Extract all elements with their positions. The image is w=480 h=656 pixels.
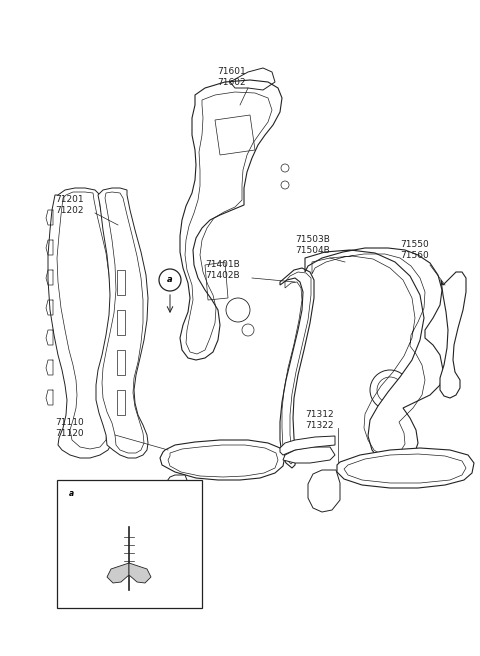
Polygon shape <box>440 272 466 398</box>
Circle shape <box>121 525 137 541</box>
Polygon shape <box>280 268 314 468</box>
Text: a: a <box>167 276 173 285</box>
Text: 71601
71602: 71601 71602 <box>217 68 246 87</box>
Polygon shape <box>57 192 111 449</box>
Circle shape <box>159 269 181 291</box>
Polygon shape <box>283 447 335 463</box>
Text: a: a <box>69 489 73 499</box>
Polygon shape <box>107 563 129 583</box>
Polygon shape <box>129 563 151 583</box>
Text: 71550
71560: 71550 71560 <box>400 240 429 260</box>
Circle shape <box>62 485 80 503</box>
Text: 71110
71120: 71110 71120 <box>55 419 84 438</box>
Polygon shape <box>96 188 148 458</box>
Polygon shape <box>165 475 190 505</box>
Polygon shape <box>180 80 282 360</box>
Text: 71503B
71504B: 71503B 71504B <box>295 236 330 255</box>
Polygon shape <box>48 188 119 458</box>
Text: 71201
71202: 71201 71202 <box>55 195 84 215</box>
Text: 71312
71322: 71312 71322 <box>305 410 334 430</box>
Polygon shape <box>308 470 340 512</box>
Polygon shape <box>160 440 285 480</box>
Text: 71401B
71402B: 71401B 71402B <box>205 260 240 279</box>
Bar <box>57 480 202 608</box>
Polygon shape <box>280 436 335 455</box>
Polygon shape <box>337 448 474 488</box>
Polygon shape <box>305 248 443 465</box>
Text: 67321L
67331R: 67321L 67331R <box>111 575 146 595</box>
